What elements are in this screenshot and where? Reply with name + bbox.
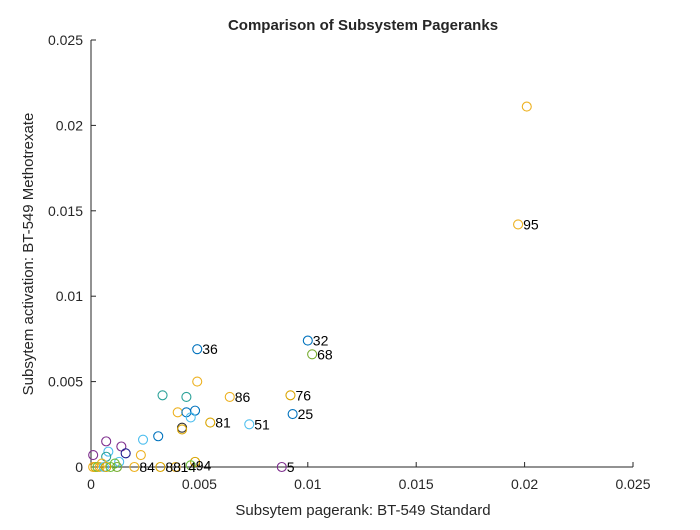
point-label: 25 bbox=[298, 406, 314, 422]
data-point bbox=[185, 460, 196, 471]
data-point bbox=[137, 434, 149, 445]
y-tick-label: 0.025 bbox=[48, 32, 83, 48]
data-points bbox=[88, 101, 532, 473]
y-tick-label: 0 bbox=[75, 459, 83, 475]
data-point bbox=[307, 349, 318, 360]
point-label: 86 bbox=[235, 389, 251, 405]
y-tick-label: 0.01 bbox=[56, 288, 83, 304]
data-point bbox=[88, 449, 99, 461]
data-point bbox=[153, 431, 164, 442]
x-axis-label: Subsytem pagerank: BT-549 Standard bbox=[235, 502, 490, 519]
data-point bbox=[192, 344, 203, 355]
data-point bbox=[513, 219, 524, 230]
data-point bbox=[276, 461, 287, 473]
point-label: 36 bbox=[202, 341, 218, 357]
point-label: 88 bbox=[165, 459, 181, 475]
data-point bbox=[155, 461, 166, 473]
x-tick-label: 0.025 bbox=[615, 476, 650, 492]
data-point bbox=[114, 456, 125, 467]
data-point bbox=[177, 424, 188, 435]
data-point bbox=[101, 461, 112, 473]
data-point bbox=[244, 419, 255, 430]
point-label: 95 bbox=[523, 216, 539, 232]
y-tick-label: 0.02 bbox=[56, 117, 83, 133]
point-label: 68 bbox=[317, 346, 333, 362]
x-tick-label: 0.005 bbox=[182, 476, 217, 492]
data-point bbox=[103, 446, 114, 457]
data-point bbox=[224, 391, 235, 403]
data-point bbox=[287, 409, 298, 420]
data-point bbox=[94, 461, 105, 473]
y-tick-label: 0.005 bbox=[48, 374, 83, 390]
data-point bbox=[521, 101, 532, 112]
point-label: 14 bbox=[181, 459, 197, 475]
data-point bbox=[302, 335, 313, 346]
data-point bbox=[105, 461, 116, 473]
point-label: 76 bbox=[295, 387, 311, 403]
x-tick-label: 0.015 bbox=[399, 476, 434, 492]
data-point bbox=[170, 461, 181, 473]
x-tick-label: 0 bbox=[87, 476, 95, 492]
data-point bbox=[120, 448, 131, 459]
point-label: 84 bbox=[139, 459, 155, 475]
point-label: 81 bbox=[215, 415, 231, 431]
data-point bbox=[205, 417, 216, 428]
data-point bbox=[157, 390, 168, 401]
x-tick-label: 0.01 bbox=[294, 476, 321, 492]
data-point bbox=[101, 436, 112, 447]
data-point bbox=[111, 461, 123, 473]
point-label: 5 bbox=[287, 459, 295, 475]
x-tick-label: 0.02 bbox=[511, 476, 538, 492]
chart-title: Comparison of Subsystem Pageranks bbox=[228, 17, 498, 34]
point-label: 94 bbox=[196, 457, 212, 473]
data-point bbox=[129, 461, 140, 473]
y-tick-label: 0.015 bbox=[48, 203, 83, 219]
point-label: 32 bbox=[313, 333, 329, 349]
data-point bbox=[135, 449, 146, 461]
data-point bbox=[192, 376, 203, 387]
y-axis-label: Subsytem activation: BT-549 Methotrexate bbox=[20, 113, 37, 396]
axes: 0 0.005 0.01 0.015 0.02 0.02500.0050.010.0150… bbox=[48, 32, 651, 492]
data-point bbox=[285, 390, 296, 401]
data-point bbox=[181, 391, 192, 403]
point-label: 51 bbox=[254, 416, 270, 432]
data-point bbox=[185, 412, 196, 423]
